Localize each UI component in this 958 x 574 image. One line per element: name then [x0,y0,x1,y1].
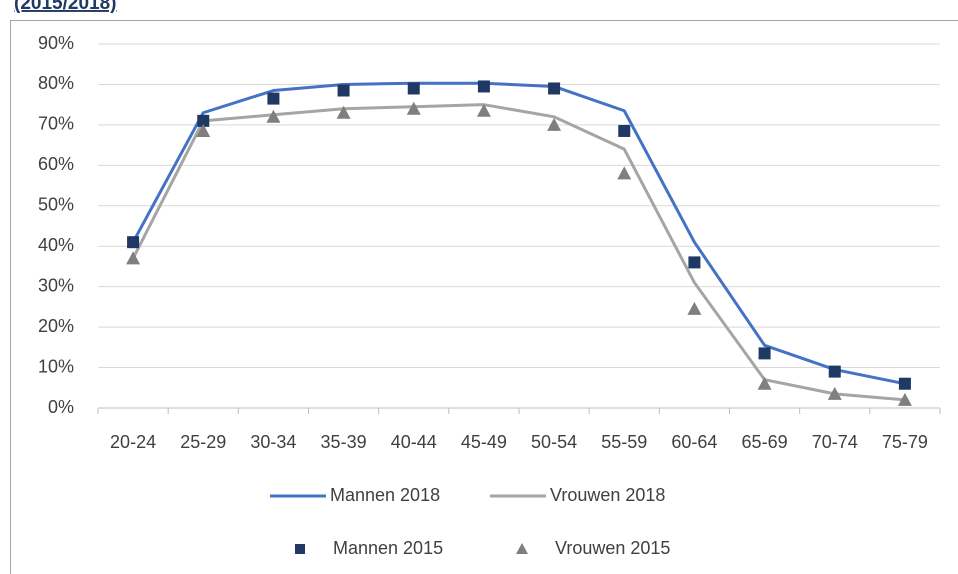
y-tick-label: 40% [38,235,74,255]
marker [898,377,911,390]
x-tick-label: 20-24 [110,432,156,452]
marker [476,103,491,117]
marker [406,101,421,115]
line [131,81,906,386]
legend-swatch [295,544,305,554]
marker [477,80,490,93]
legend-swatch [516,543,528,554]
marker [828,365,841,378]
marker [758,347,771,360]
y-tick-label: 90% [38,33,74,53]
y-tick-label: 0% [48,397,74,417]
marker [197,114,210,127]
x-tick-label: 45-49 [461,432,507,452]
marker [757,376,772,390]
y-tick-label: 70% [38,114,74,134]
marker [127,236,140,249]
legend-label: Vrouwen 2018 [550,485,665,505]
marker [336,105,351,119]
marker [617,166,632,180]
chart-title: (2015/2018) [14,0,116,14]
x-tick-label: 35-39 [321,432,367,452]
x-tick-label: 70-74 [812,432,858,452]
y-tick-label: 20% [38,316,74,336]
marker [547,117,562,131]
marker [688,256,701,269]
x-tick-label: 25-29 [180,432,226,452]
line [131,103,906,402]
marker [126,251,141,265]
y-tick-label: 60% [38,154,74,174]
legend-label: Mannen 2015 [333,538,443,558]
x-tick-label: 55-59 [601,432,647,452]
marker [266,109,281,123]
marker [267,92,280,105]
marker [897,392,912,406]
marker [407,82,420,95]
x-tick-label: 60-64 [671,432,717,452]
x-tick-label: 50-54 [531,432,577,452]
y-tick-label: 80% [38,73,74,93]
marker [687,301,702,315]
x-tick-label: 40-44 [391,432,437,452]
y-tick-label: 30% [38,275,74,295]
legend-label: Vrouwen 2015 [555,538,670,558]
chart-border [10,20,958,574]
x-tick-label: 30-34 [250,432,296,452]
marker [196,123,211,137]
marker [827,386,842,400]
y-tick-label: 10% [38,356,74,376]
legend-label: Mannen 2018 [330,485,440,505]
y-tick-label: 50% [38,195,74,215]
x-tick-label: 65-69 [742,432,788,452]
marker [618,124,631,137]
marker [548,82,561,95]
marker [337,84,350,97]
x-tick-label: 75-79 [882,432,928,452]
